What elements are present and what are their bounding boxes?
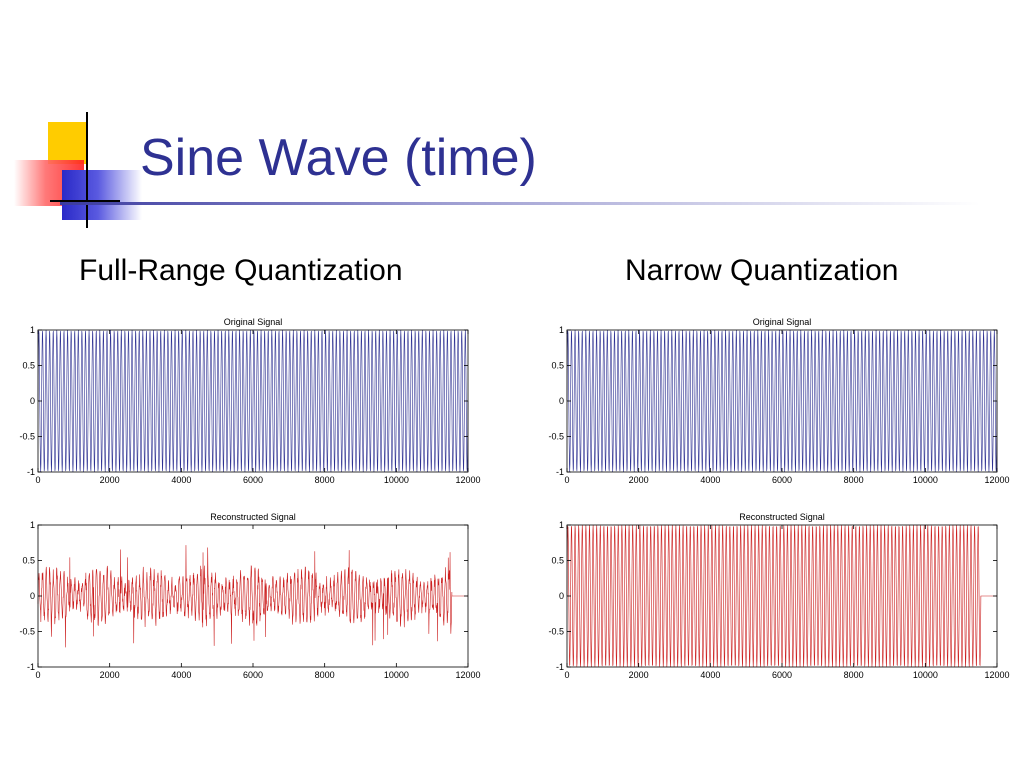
x-tick-label: 12000 [455, 670, 480, 680]
y-tick-label: 0 [559, 591, 564, 601]
x-tick-label: 0 [35, 670, 40, 680]
signal-line [37, 545, 468, 648]
x-tick-label: 8000 [844, 475, 864, 485]
chart-title: Reconstructed Signal [210, 512, 296, 522]
signal-line [566, 524, 997, 668]
y-tick-label: -1 [27, 467, 35, 477]
x-tick-label: 4000 [700, 475, 720, 485]
x-tick-label: 0 [564, 670, 569, 680]
y-tick-label: -1 [27, 662, 35, 672]
x-tick-label: 6000 [772, 475, 792, 485]
y-tick-label: 0.5 [22, 556, 35, 566]
chart-title: Reconstructed Signal [739, 512, 825, 522]
y-tick-label: -0.5 [19, 432, 35, 442]
x-tick-label: 4000 [700, 670, 720, 680]
y-tick-label: 0.5 [551, 556, 564, 566]
y-tick-label: 0 [30, 396, 35, 406]
y-tick-label: 1 [559, 520, 564, 530]
x-tick-label: 6000 [772, 670, 792, 680]
x-tick-label: 8000 [844, 670, 864, 680]
x-tick-label: 10000 [913, 670, 938, 680]
logo-vertical-line [86, 112, 88, 228]
x-tick-label: 8000 [315, 670, 335, 680]
x-tick-label: 12000 [984, 670, 1009, 680]
slide-title: Sine Wave (time) [140, 129, 537, 187]
signal-line [37, 329, 469, 473]
logo-yellow-square [48, 122, 88, 164]
x-tick-label: 0 [35, 475, 40, 485]
y-tick-label: 1 [30, 325, 35, 335]
x-tick-label: 4000 [171, 670, 191, 680]
y-tick-label: -0.5 [548, 627, 564, 637]
right-original-signal-chart: Original Signal 0 2000 4000 6000 8000 10000 120… [548, 317, 1009, 485]
title-underline [60, 202, 980, 205]
logo-horizontal-line [50, 200, 120, 202]
x-tick-label: 2000 [100, 670, 120, 680]
x-tick-label: 10000 [384, 670, 409, 680]
y-tick-label: 1 [30, 520, 35, 530]
y-tick-label: 0 [30, 591, 35, 601]
left-original-signal-chart: Original Signal 0 2000 4000 6000 8000 10000 120… [19, 317, 480, 485]
x-tick-label: 6000 [243, 475, 263, 485]
x-tick-label: 10000 [384, 475, 409, 485]
x-tick-label: 8000 [315, 475, 335, 485]
right-column-heading: Narrow Quantization [625, 254, 899, 287]
y-tick-label: -0.5 [548, 432, 564, 442]
y-tick-label: 1 [559, 325, 564, 335]
x-tick-label: 10000 [913, 475, 938, 485]
x-tick-label: 2000 [629, 475, 649, 485]
x-tick-label: 6000 [243, 670, 263, 680]
y-tick-label: -1 [556, 662, 564, 672]
y-tick-label: 0 [559, 396, 564, 406]
chart-title: Original Signal [224, 317, 283, 327]
x-tick-label: 4000 [171, 475, 191, 485]
signal-line [566, 329, 998, 473]
y-tick-label: -0.5 [19, 627, 35, 637]
y-tick-label: 0.5 [22, 361, 35, 371]
x-tick-label: 12000 [455, 475, 480, 485]
chart-title: Original Signal [753, 317, 812, 327]
logo-blue-gradient [62, 170, 142, 220]
y-tick-label: -1 [556, 467, 564, 477]
y-tick-label: 0.5 [551, 361, 564, 371]
x-tick-label: 2000 [629, 670, 649, 680]
left-column-heading: Full-Range Quantization [79, 254, 403, 287]
x-tick-label: 2000 [100, 475, 120, 485]
x-tick-label: 12000 [984, 475, 1009, 485]
x-tick-label: 0 [564, 475, 569, 485]
